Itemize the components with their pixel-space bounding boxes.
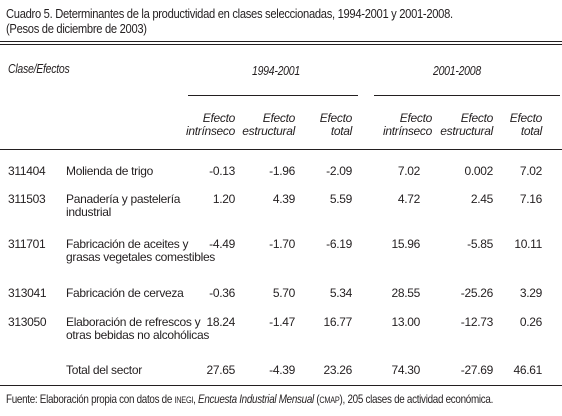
col-header-intrinseco-2: Efecto intrínseco <box>382 111 432 138</box>
row-code: 311404 <box>8 164 46 178</box>
value-total-2: 10.11 <box>514 237 542 251</box>
top-rule <box>0 41 562 42</box>
row-label: Fabricación de cerveza <box>66 286 184 300</box>
value-total-2: 46.61 <box>513 363 542 377</box>
value-estructural-1: 5.70 <box>272 286 295 300</box>
value-total-2: 3.29 <box>519 286 542 300</box>
row-code: 313041 <box>8 286 47 300</box>
value-intrinseco-2: 7.02 <box>397 164 420 178</box>
value-total-2: 7.16 <box>519 192 542 206</box>
value-intrinseco-1: -0.36 <box>209 286 235 300</box>
value-total-1: 5.59 <box>329 192 352 206</box>
value-intrinseco-2: 74.30 <box>391 363 420 377</box>
row-code: 313050 <box>8 315 47 329</box>
value-intrinseco-1: 18.24 <box>206 315 235 329</box>
value-estructural-1: -1.70 <box>269 237 295 251</box>
col-header-total-2: Efecto total <box>509 111 543 138</box>
row-label: Molienda de trigo <box>66 164 153 178</box>
col-header-intrinseco-1: Efecto intrínseco <box>185 111 235 138</box>
row-label: Panadería y pastelería industrial <box>66 192 181 219</box>
encuesta-title: Encuesta Industrial Mensual <box>198 392 314 406</box>
source-note: Fuente: Elaboración propia con datos de … <box>6 392 494 406</box>
cmap-smallcaps: CMAP <box>319 395 340 405</box>
row-label: Fabricación de aceites y grasas vegetales… <box>66 237 216 264</box>
period-1994-2001-header: 1994-2001 <box>252 64 300 78</box>
bottom-rule <box>0 385 562 386</box>
row-label: Elaboración de refrescos y otras bebidas … <box>66 315 210 342</box>
value-total-1: 5.34 <box>329 286 352 300</box>
row-label: Total del sector <box>66 363 142 377</box>
value-total-2: 0.26 <box>519 315 542 329</box>
period1-underline <box>188 95 358 96</box>
value-estructural-2: -27.69 <box>460 363 494 377</box>
value-total-1: -6.19 <box>326 237 352 251</box>
inegi-smallcaps: INEGI <box>174 395 194 405</box>
value-intrinseco-1: -4.49 <box>209 237 235 251</box>
value-intrinseco-2: 13.00 <box>391 315 420 329</box>
value-estructural-1: 4.39 <box>272 192 295 206</box>
table-title-line2: (Pesos de diciembre de 2003) <box>6 21 147 36</box>
value-total-1: 16.77 <box>323 315 352 329</box>
value-intrinseco-1: 1.20 <box>212 192 235 206</box>
header-bottom-rule <box>0 149 562 150</box>
table-title: Cuadro 5. Determinantes de la productivi… <box>6 6 526 36</box>
value-total-1: 23.26 <box>323 363 352 377</box>
top-rule-second <box>0 44 562 45</box>
clase-efectos-header: Clase/Efectos <box>8 62 70 76</box>
value-intrinseco-1: 27.65 <box>206 363 235 377</box>
value-intrinseco-2: 4.72 <box>397 192 420 206</box>
col-header-total-1: Efecto total <box>319 111 353 138</box>
value-estructural-2: -25.26 <box>460 286 494 300</box>
row-code: 311503 <box>8 192 46 206</box>
value-intrinseco-1: -0.13 <box>209 164 235 178</box>
value-estructural-2: 2.45 <box>470 192 493 206</box>
value-total-2: 7.02 <box>519 164 542 178</box>
value-estructural-2: -5.85 <box>467 237 493 251</box>
col-header-estructural-1: Efecto estructural <box>242 111 295 138</box>
period2-underline <box>374 95 560 96</box>
row-code: 311701 <box>8 237 46 251</box>
value-estructural-2: 0.002 <box>464 164 493 178</box>
value-intrinseco-2: 15.96 <box>391 237 420 251</box>
value-estructural-1: -4.39 <box>269 363 295 377</box>
table-title-line1: Cuadro 5. Determinantes de la productivi… <box>6 6 453 21</box>
value-estructural-1: -1.47 <box>269 315 295 329</box>
period-2001-2008-header: 2001-2008 <box>433 64 481 78</box>
value-estructural-2: -12.73 <box>460 315 494 329</box>
value-intrinseco-2: 28.55 <box>391 286 420 300</box>
value-estructural-1: -1.96 <box>269 164 295 178</box>
value-total-1: -2.09 <box>326 164 352 178</box>
col-header-estructural-2: Efecto estructural <box>440 111 493 138</box>
